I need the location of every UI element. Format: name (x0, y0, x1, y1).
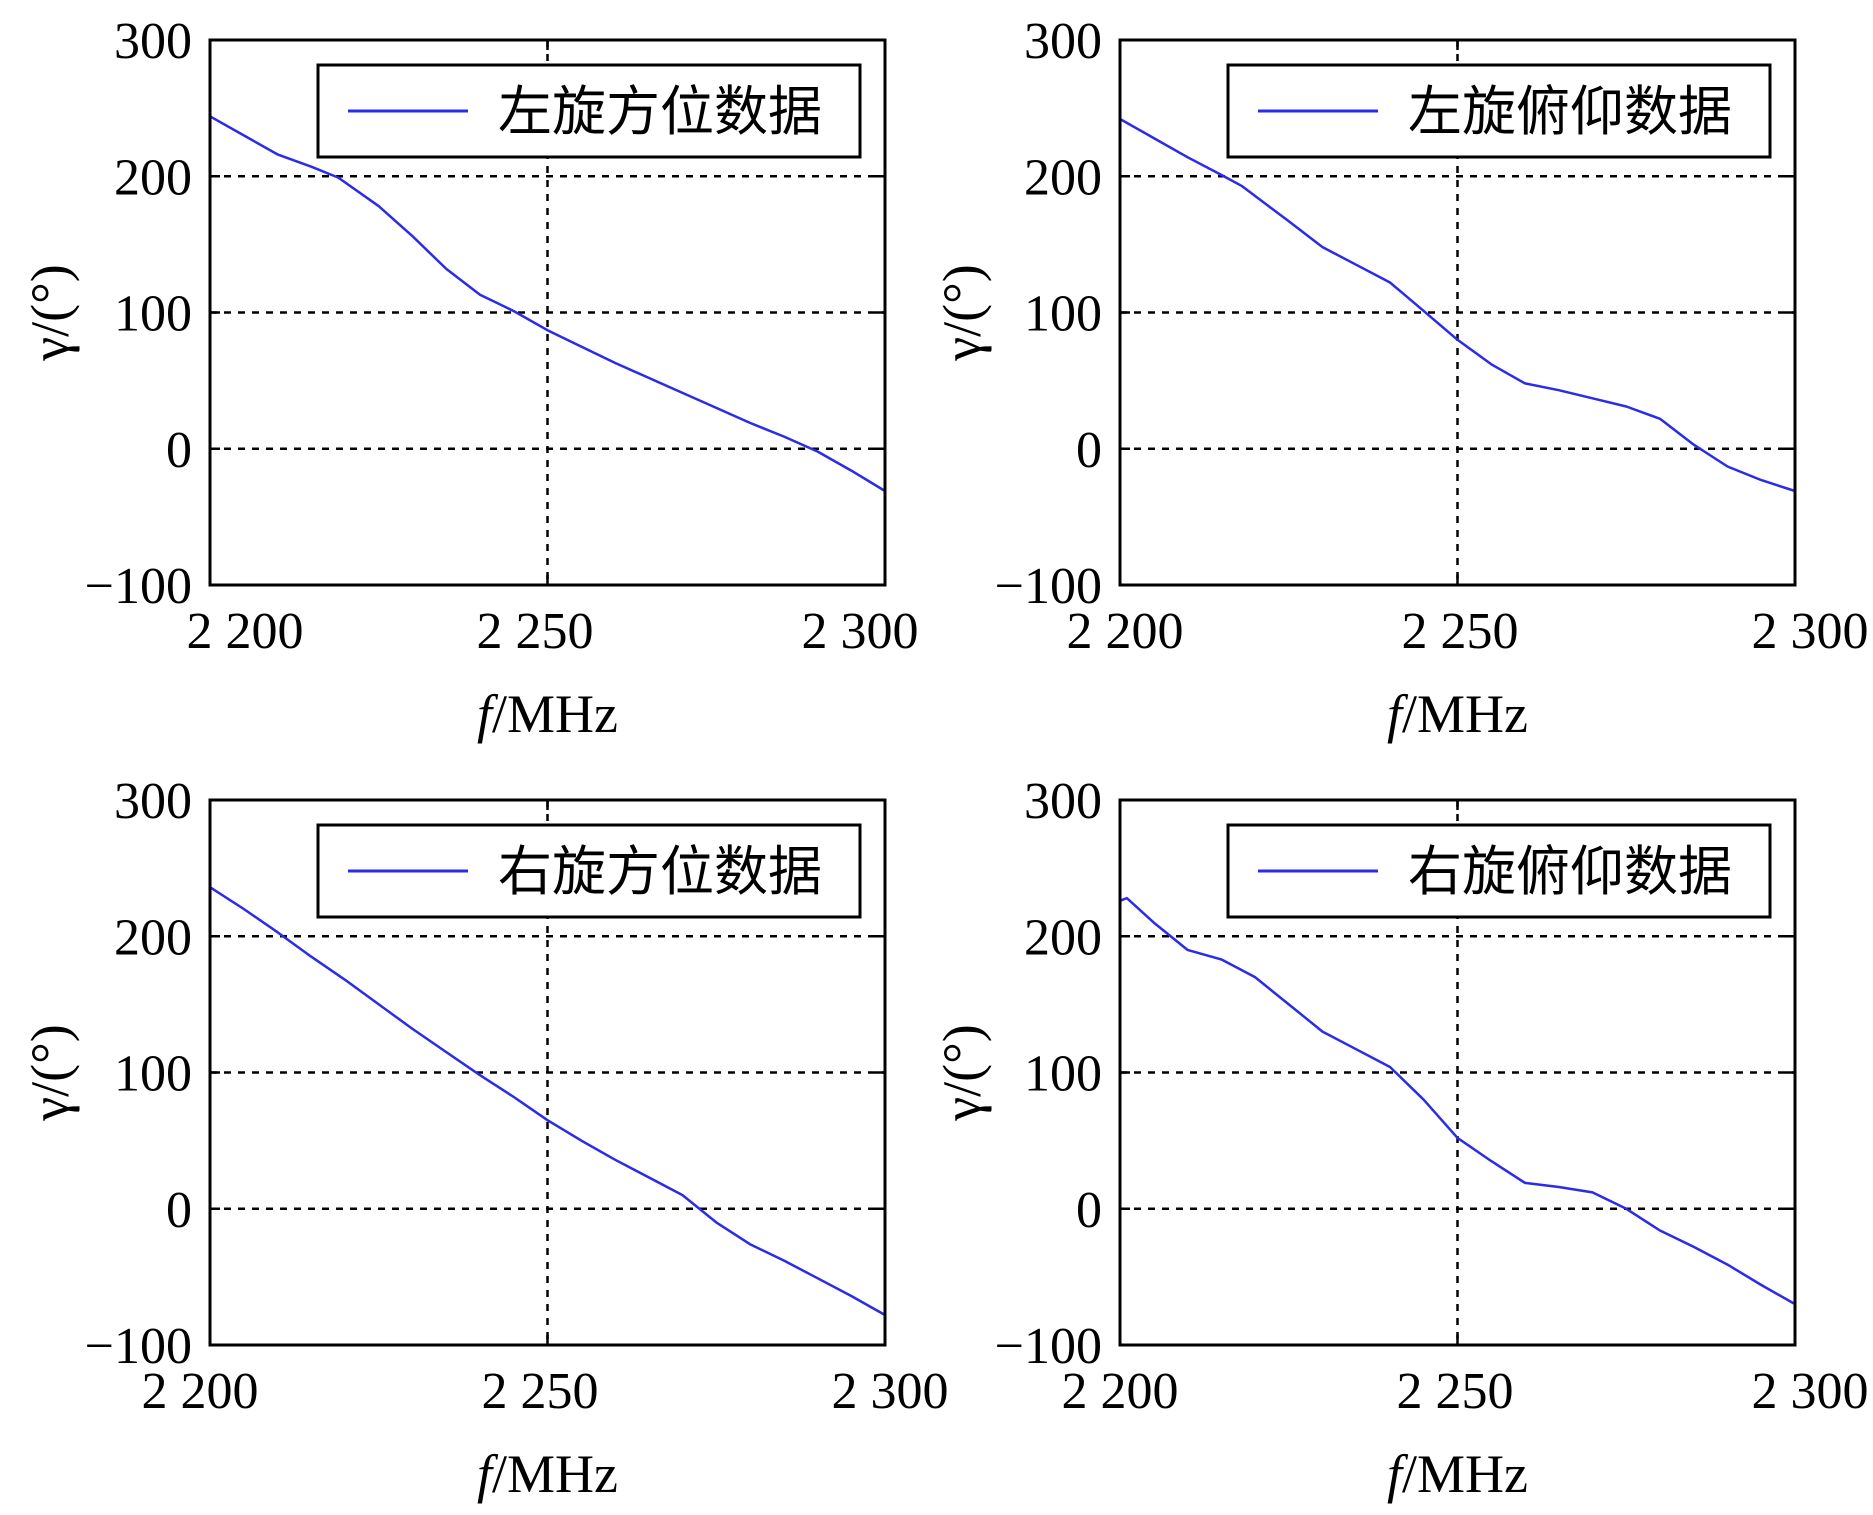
chart-panel-4: −100 0 100 200 300 2 200 2 250 2 300 f/MHz γ/(°) 右… (932, 773, 1869, 1504)
legend-label: 左旋方位数据 (498, 82, 822, 142)
y-axis-title: γ/(°) (20, 1024, 80, 1121)
y-tick-label: −100 (995, 558, 1102, 615)
y-tick-label: 100 (1024, 286, 1102, 343)
y-tick-label: −100 (85, 558, 192, 615)
y-tick-label: 300 (1024, 13, 1102, 70)
y-tick-label: 0 (1076, 422, 1102, 479)
legend-label: 右旋方位数据 (498, 842, 822, 902)
x-tick-label: 2 200 (142, 1363, 259, 1420)
y-tick-label: 200 (114, 149, 192, 206)
y-tick-label: 300 (114, 13, 192, 70)
chart-panel-1: −100 0 100 200 300 2 200 2 250 2 300 f/MHz γ/(°) 左… (20, 13, 919, 744)
chart-panel-2: −100 0 100 200 300 2 200 2 250 2 300 f/MHz γ/(°) 左… (932, 13, 1869, 744)
y-tick-label: 100 (114, 286, 192, 343)
x-tick-label: 2 300 (1752, 1363, 1869, 1420)
x-tick-label: 2 300 (1752, 603, 1869, 660)
y-tick-label: 200 (1024, 149, 1102, 206)
x-axis-title-unit: /MHz (492, 684, 618, 744)
y-tick-label: 300 (1024, 773, 1102, 830)
x-axis-title: f/MHz (1387, 684, 1528, 744)
x-tick-label: 2 250 (482, 1363, 599, 1420)
y-axis-title: γ/(°) (20, 264, 80, 361)
y-tick-label: 100 (114, 1046, 192, 1103)
x-axis-title: f/MHz (1387, 1444, 1528, 1504)
x-axis-title-unit: /MHz (492, 1444, 618, 1504)
y-tick-label: 200 (1024, 909, 1102, 966)
series-line (209, 886, 886, 1317)
y-tick-label: 0 (166, 1182, 192, 1239)
series-line (1119, 117, 1796, 493)
y-tick-label: −100 (85, 1318, 192, 1375)
x-tick-label: 2 300 (802, 603, 919, 660)
x-tick-label: 2 250 (1402, 603, 1519, 660)
y-tick-label: 0 (166, 422, 192, 479)
y-axis-title: γ/(°) (932, 1024, 992, 1121)
x-tick-label: 2 250 (477, 603, 594, 660)
y-axis-title: γ/(°) (932, 264, 992, 361)
x-axis-title: f/MHz (477, 1444, 618, 1504)
y-tick-label: 300 (114, 773, 192, 830)
chart-panel-3: −100 0 100 200 300 2 200 2 250 2 300 f/MHz γ/(°) 右… (20, 773, 949, 1504)
x-axis-title-unit: /MHz (1402, 684, 1528, 744)
y-tick-label: −100 (995, 1318, 1102, 1375)
x-tick-label: 2 250 (1397, 1363, 1514, 1420)
series-line (209, 115, 886, 493)
x-tick-label: 2 200 (187, 603, 304, 660)
y-tick-label: 200 (114, 909, 192, 966)
legend-label: 左旋俯仰数据 (1408, 82, 1732, 142)
y-tick-label: 100 (1024, 1046, 1102, 1103)
legend-label: 右旋俯仰数据 (1408, 842, 1732, 902)
x-tick-label: 2 200 (1062, 1363, 1179, 1420)
x-tick-label: 2 300 (832, 1363, 949, 1420)
x-axis-title-unit: /MHz (1402, 1444, 1528, 1504)
series-line (1119, 896, 1796, 1306)
y-tick-label: 0 (1076, 1182, 1102, 1239)
x-tick-label: 2 200 (1067, 603, 1184, 660)
x-axis-title: f/MHz (477, 684, 618, 744)
